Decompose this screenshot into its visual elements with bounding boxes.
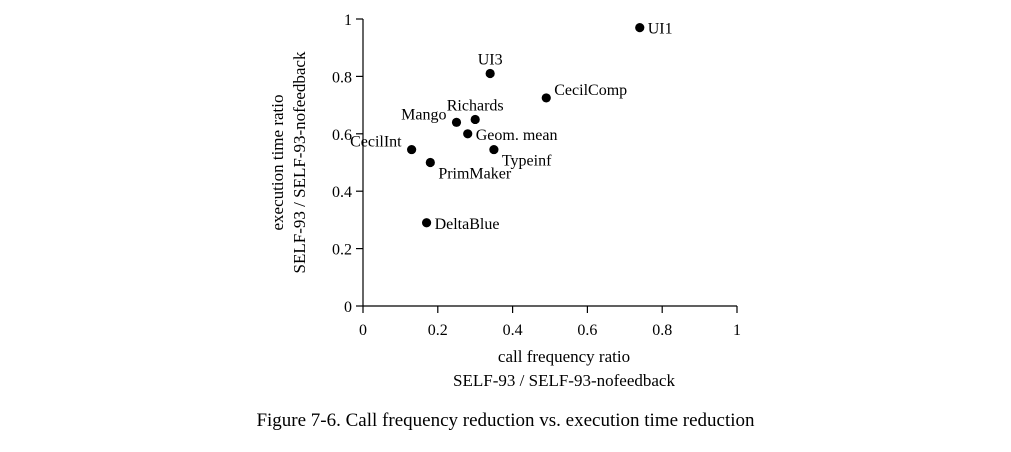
point-cecilint (407, 144, 417, 155)
axes (362, 19, 737, 307)
x-axis-title: call frequency ratio SELF-93 / SELF-93-no… (453, 347, 675, 390)
x-tick-label: 0.2 (428, 322, 448, 339)
y-tick-label: 0.4 (332, 184, 352, 201)
x-axis-title-line: SELF-93 / SELF-93-nofeedback (453, 371, 675, 390)
x-tick-label: 0.6 (577, 322, 597, 339)
x-tick-label: 0.8 (652, 322, 672, 339)
point-label-ui1: UI1 (648, 21, 673, 38)
figure-caption: Figure 7-6. Call frequency reduction vs.… (256, 410, 755, 431)
x-axis-title-line: call frequency ratio (498, 347, 630, 366)
point-label-deltablue: DeltaBlue (435, 216, 500, 233)
point-label-mango: Mango (401, 106, 446, 123)
point-label-cecilint: CecilInt (350, 134, 402, 151)
y-axis-title-line: execution time ratio (268, 95, 287, 231)
scatter-chart: 0 0.2 0.4 0.6 0.8 1 0 0.2 0.4 0.6 0.8 1 UI1 UI3 Ceci… (268, 12, 741, 390)
y-tick-label: 0.6 (332, 127, 352, 144)
point-label-ui3: UI3 (478, 52, 503, 69)
y-axis-title-line: SELF-93 / SELF-93-nofeedback (290, 51, 309, 273)
point-label-typeinf: Typeinf (502, 153, 552, 170)
y-tick-label: 1 (344, 12, 352, 29)
point-richards (470, 114, 480, 125)
point-primmaker (425, 157, 435, 168)
point-label-geom-mean: Geom. mean (476, 127, 558, 144)
y-axis-ticks: 0 0.2 0.4 0.6 0.8 1 (332, 12, 363, 316)
point-mango (451, 117, 462, 127)
point-label-primmaker: PrimMaker (438, 166, 512, 183)
x-axis-ticks: 0 0.2 0.4 0.6 0.8 1 (359, 306, 741, 339)
point-cecilcomp (541, 93, 551, 103)
point-ui3 (485, 68, 495, 79)
x-tick-label: 0.4 (503, 322, 523, 339)
point-deltablue (421, 218, 432, 228)
x-tick-label: 1 (733, 322, 741, 339)
x-tick-label: 0 (359, 322, 367, 339)
point-typeinf (489, 144, 499, 155)
point-label-cecilcomp: CecilComp (554, 82, 627, 99)
y-tick-label: 0.8 (332, 69, 352, 86)
point-geom-mean (463, 129, 473, 139)
y-tick-label: 0 (344, 299, 352, 316)
y-tick-label: 0.2 (332, 242, 352, 259)
point-label-richards: Richards (447, 97, 504, 114)
point-ui1 (635, 23, 645, 33)
y-axis-title: execution time ratio SELF-93 / SELF-93-no… (268, 51, 309, 273)
